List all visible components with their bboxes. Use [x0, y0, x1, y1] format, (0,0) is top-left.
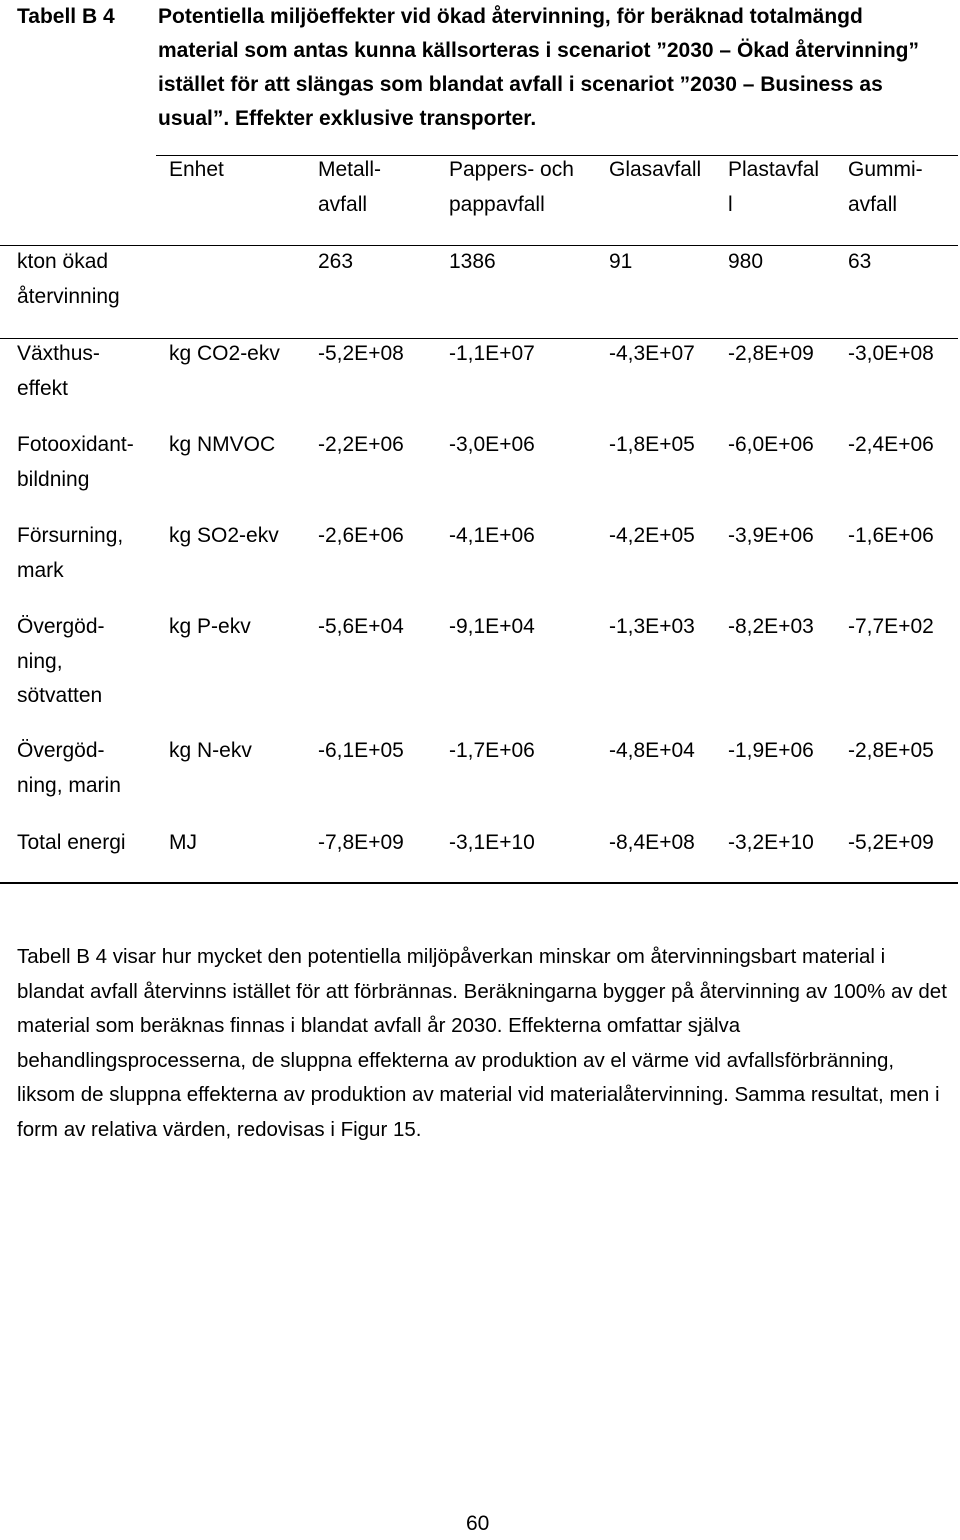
- column-header: Gummi- avfall: [848, 158, 923, 216]
- table-cell: -3,0E+06: [449, 433, 535, 456]
- row-rule: [0, 338, 958, 339]
- row-label: Växthus- effekt: [17, 342, 100, 400]
- table-caption: Potentiella miljöeffekter vid ökad återv…: [158, 5, 919, 130]
- table-cell: kg NMVOC: [169, 433, 276, 456]
- table-cell: 263: [318, 250, 354, 273]
- table-cell: -4,2E+05: [609, 524, 695, 547]
- table-cell: -4,1E+06: [449, 524, 535, 547]
- table-cell: -3,2E+10: [728, 831, 814, 854]
- column-header: Pappers- och pappavfall: [449, 158, 574, 216]
- table-cell: 980: [728, 250, 764, 273]
- table-cell: -1,9E+06: [728, 739, 814, 762]
- table-cell: -2,4E+06: [848, 433, 934, 456]
- table-cell: -9,1E+04: [449, 615, 535, 638]
- table-cell: -8,2E+03: [728, 615, 814, 638]
- row-label: Fotooxidant- bildning: [17, 433, 134, 491]
- table-cell: 91: [609, 250, 633, 273]
- table-cell: -5,2E+08: [318, 342, 404, 365]
- table-cell: -4,8E+04: [609, 739, 695, 762]
- table-cell: -7,7E+02: [848, 615, 934, 638]
- table-cell: -6,1E+05: [318, 739, 404, 762]
- table-cell: -1,1E+07: [449, 342, 535, 365]
- row-label: kton ökad återvinning: [17, 250, 120, 308]
- table-cell: -1,8E+05: [609, 433, 695, 456]
- row-label: Försurning, mark: [17, 524, 124, 582]
- table-cell: -2,8E+05: [848, 739, 934, 762]
- table-cell: 1386: [449, 250, 496, 273]
- table-cell: -3,9E+06: [728, 524, 814, 547]
- table-cell: -1,7E+06: [449, 739, 535, 762]
- table-cell: -1,6E+06: [848, 524, 934, 547]
- table-cell: -1,3E+03: [609, 615, 695, 638]
- column-header: Plastavfal l: [728, 158, 820, 216]
- table-cell: -7,8E+09: [318, 831, 404, 854]
- header-rule: [0, 245, 958, 246]
- table-cell: -6,0E+06: [728, 433, 814, 456]
- table-cell: -8,4E+08: [609, 831, 695, 854]
- table-bottom-rule: [0, 882, 958, 884]
- page-number: 60: [466, 1512, 490, 1535]
- column-header: Glasavfall: [609, 158, 702, 181]
- table-cell: MJ: [169, 831, 197, 854]
- table-cell: kg P-ekv: [169, 615, 251, 638]
- body-paragraph: Tabell B 4 visar hur mycket den potentie…: [17, 945, 947, 1141]
- row-label: Övergöd- ning, marin: [17, 739, 121, 797]
- table-caption-label: Tabell B 4: [17, 5, 115, 28]
- table-cell: -4,3E+07: [609, 342, 695, 365]
- column-header: Metall- avfall: [318, 158, 382, 216]
- table-cell: kg N-ekv: [169, 739, 252, 762]
- table-cell: -3,0E+08: [848, 342, 934, 365]
- table-cell: -2,8E+09: [728, 342, 814, 365]
- table-cell: 63: [848, 250, 872, 273]
- table-cell: kg CO2-ekv: [169, 342, 280, 365]
- table-cell: kg SO2-ekv: [169, 524, 279, 547]
- row-label: Total energi: [17, 831, 126, 854]
- table-cell: -2,6E+06: [318, 524, 404, 547]
- column-header: Enhet: [169, 158, 224, 181]
- table-cell: -5,2E+09: [848, 831, 934, 854]
- table-cell: -5,6E+04: [318, 615, 404, 638]
- table-cell: -3,1E+10: [449, 831, 535, 854]
- table-top-rule: [156, 155, 958, 156]
- row-label: Övergöd- ning, sötvatten: [17, 615, 105, 707]
- table-cell: -2,2E+06: [318, 433, 404, 456]
